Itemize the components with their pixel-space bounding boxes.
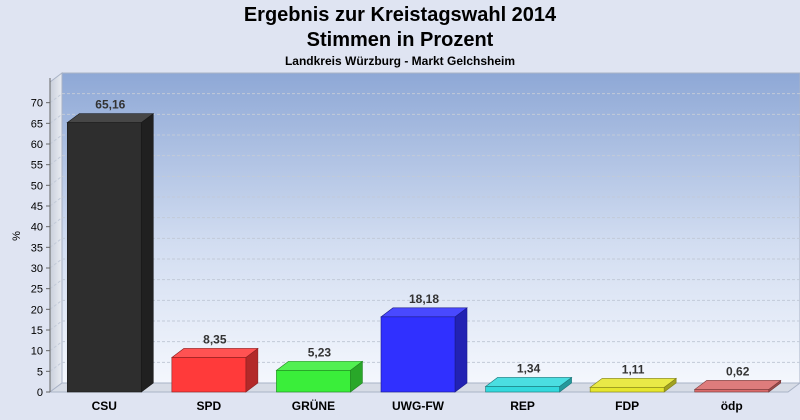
y-tick-label: 60 bbox=[31, 139, 43, 151]
x-tick-label: FDP bbox=[615, 399, 639, 413]
bars: 65,16 8,35 5,23 18,18 1,34 1,11 0,62 bbox=[66, 98, 782, 393]
y-tick-label: 10 bbox=[31, 346, 43, 358]
chart-subtitle: Landkreis Würzburg - Markt Gelchsheim bbox=[284, 54, 516, 68]
gridline bbox=[49, 134, 800, 145]
x-tick-label: SPD bbox=[197, 399, 222, 413]
bar-front bbox=[485, 386, 560, 393]
x-tick-label: CSU bbox=[92, 399, 117, 413]
side-wall bbox=[49, 72, 63, 393]
y-tick-label: 5 bbox=[37, 366, 43, 378]
bar-top bbox=[66, 113, 155, 123]
bar-top bbox=[589, 378, 678, 388]
gridline bbox=[49, 93, 800, 104]
data-label: 1,11 bbox=[622, 362, 645, 376]
gridlines bbox=[49, 93, 800, 372]
data-label: 1,34 bbox=[517, 361, 541, 375]
gridline bbox=[49, 175, 800, 186]
y-tick-label: 20 bbox=[31, 304, 43, 316]
x-tick-label: GRÜNE bbox=[292, 398, 335, 413]
bar-top bbox=[275, 361, 364, 371]
x-axis: CSU SPD GRÜNE UWG-FW REP FDP ödp bbox=[92, 398, 743, 413]
gridline bbox=[49, 320, 800, 331]
bar-top bbox=[170, 348, 259, 358]
gridline bbox=[49, 113, 800, 124]
bar-front bbox=[171, 357, 247, 393]
bar-uwg-fw bbox=[380, 307, 468, 393]
data-label: 5,23 bbox=[308, 345, 332, 359]
bar-top bbox=[380, 307, 468, 318]
gridline bbox=[49, 237, 800, 248]
data-label: 65,16 bbox=[95, 98, 125, 112]
x-tick-label: ödp bbox=[721, 399, 743, 413]
bar-grüne bbox=[275, 360, 364, 393]
y-tick-label: 65 bbox=[31, 118, 43, 130]
y-axis-label: % bbox=[11, 231, 23, 241]
y-tick-label: 70 bbox=[31, 98, 43, 110]
bar-ödp bbox=[693, 379, 782, 393]
y-tick-label: 40 bbox=[31, 222, 43, 234]
bar-rep bbox=[484, 376, 573, 393]
bar-side bbox=[140, 113, 154, 393]
gridline bbox=[49, 299, 800, 310]
y-tick-label: 30 bbox=[31, 263, 43, 275]
x-tick-label: REP bbox=[510, 399, 535, 413]
chart-title-line1: Ergebnis zur Kreistagswahl 2014 bbox=[243, 4, 557, 26]
gridline bbox=[49, 196, 800, 207]
bar-spd bbox=[170, 347, 259, 393]
gridline bbox=[49, 155, 800, 166]
y-tick-label: 0 bbox=[37, 387, 43, 399]
y-tick-label: 50 bbox=[31, 180, 43, 192]
bar-fdp bbox=[589, 377, 678, 393]
chart-title-line2: Stimmen in Prozent bbox=[306, 29, 494, 51]
gridline bbox=[49, 279, 800, 290]
gridline bbox=[49, 217, 800, 228]
bar-top bbox=[484, 377, 573, 387]
bar-front bbox=[276, 370, 351, 393]
bar-front bbox=[66, 122, 142, 393]
bar-front bbox=[694, 389, 770, 393]
y-tick-label: 45 bbox=[31, 201, 43, 213]
y-axis: 0 5 10 15 20 25 30 35 40 45 50 55 60 65 70 bbox=[31, 78, 51, 399]
bar-front bbox=[380, 316, 456, 393]
gridline bbox=[49, 258, 800, 269]
bar-top bbox=[693, 380, 782, 390]
data-label: 0,62 bbox=[726, 364, 750, 378]
gridline bbox=[49, 341, 800, 352]
data-label: 18,18 bbox=[409, 292, 439, 306]
bar-front bbox=[589, 387, 665, 393]
bar-csu bbox=[66, 113, 155, 393]
x-tick-label: UWG-FW bbox=[392, 399, 445, 413]
bar-side bbox=[454, 307, 468, 393]
y-tick-label: 25 bbox=[31, 284, 43, 296]
data-label: 8,35 bbox=[203, 332, 227, 346]
y-tick-label: 15 bbox=[31, 325, 43, 337]
y-tick-label: 35 bbox=[31, 242, 43, 254]
y-tick-label: 55 bbox=[31, 160, 43, 172]
gridline bbox=[49, 361, 800, 372]
